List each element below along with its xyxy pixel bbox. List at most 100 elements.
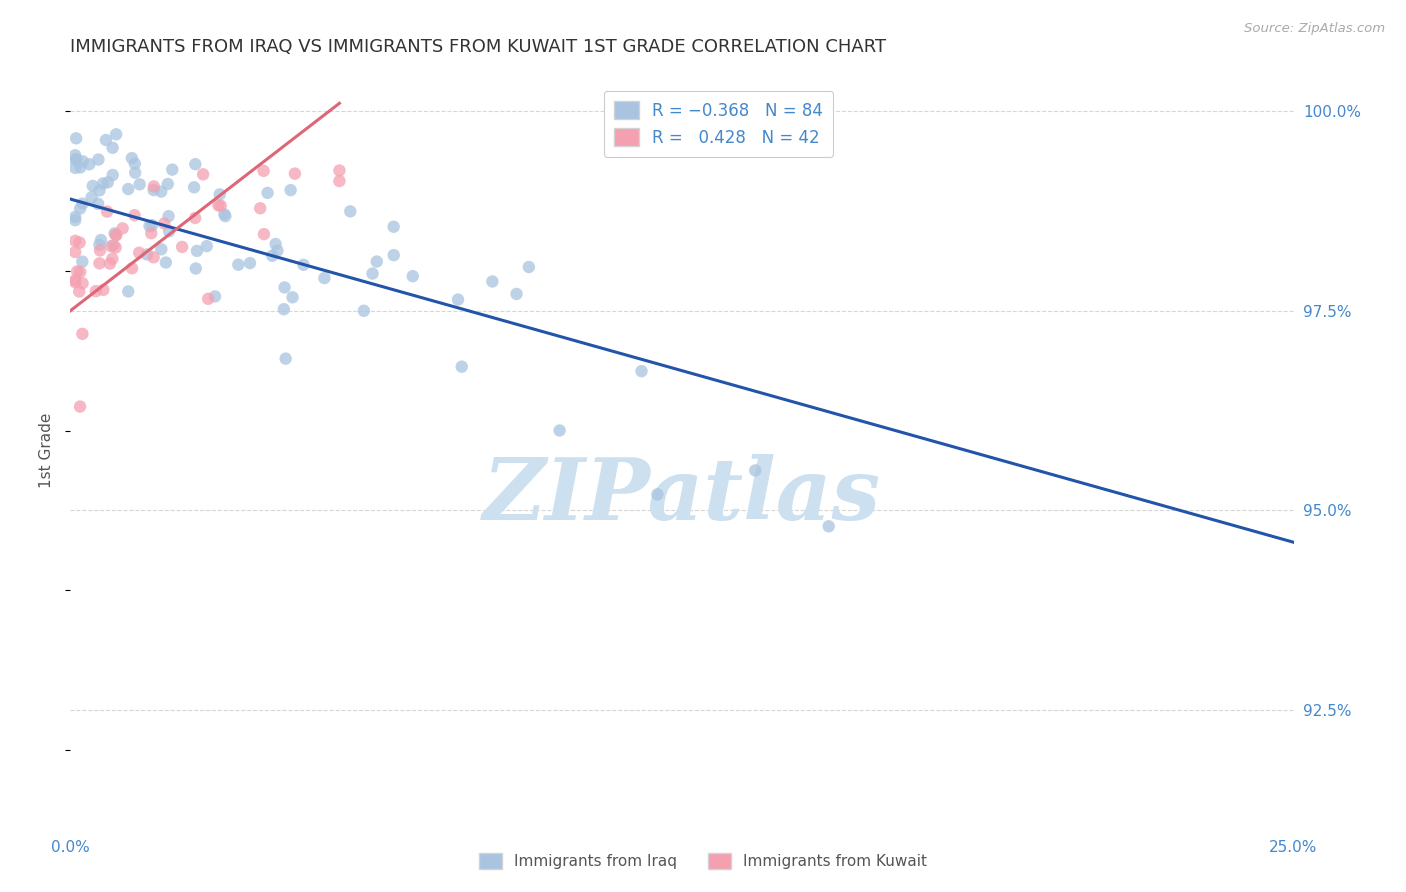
Point bbox=[339, 204, 361, 219]
Point bbox=[142, 250, 165, 264]
Point bbox=[67, 285, 90, 299]
Point bbox=[124, 166, 146, 180]
Legend: Immigrants from Iraq, Immigrants from Kuwait: Immigrants from Iraq, Immigrants from Ku… bbox=[472, 847, 934, 875]
Point bbox=[239, 256, 262, 270]
Point bbox=[72, 326, 94, 341]
Point bbox=[183, 180, 205, 194]
Point bbox=[162, 162, 184, 177]
Point bbox=[647, 487, 669, 501]
Point bbox=[744, 463, 766, 477]
Text: IMMIGRANTS FROM IRAQ VS IMMIGRANTS FROM KUWAIT 1ST GRADE CORRELATION CHART: IMMIGRANTS FROM IRAQ VS IMMIGRANTS FROM … bbox=[70, 38, 886, 56]
Point bbox=[103, 238, 125, 252]
Point bbox=[63, 234, 86, 248]
Point bbox=[65, 153, 87, 167]
Point bbox=[96, 204, 118, 219]
Legend: R = −0.368   N = 84, R =   0.428   N = 42: R = −0.368 N = 84, R = 0.428 N = 42 bbox=[605, 91, 834, 157]
Point bbox=[450, 359, 472, 374]
Point bbox=[111, 221, 134, 235]
Point bbox=[79, 157, 101, 171]
Point bbox=[195, 239, 218, 253]
Point bbox=[505, 287, 527, 301]
Point bbox=[817, 519, 839, 533]
Point bbox=[361, 267, 384, 281]
Point bbox=[207, 198, 229, 212]
Point bbox=[155, 255, 177, 269]
Point bbox=[382, 248, 405, 262]
Point bbox=[366, 254, 388, 268]
Text: Source: ZipAtlas.com: Source: ZipAtlas.com bbox=[1244, 22, 1385, 36]
Point bbox=[63, 210, 86, 224]
Point bbox=[69, 161, 91, 175]
Point bbox=[209, 199, 232, 213]
Point bbox=[172, 240, 194, 254]
Point bbox=[264, 237, 287, 252]
Point bbox=[121, 151, 143, 165]
Point bbox=[80, 190, 103, 204]
Point bbox=[63, 275, 86, 289]
Point bbox=[252, 164, 274, 178]
Point bbox=[104, 227, 127, 242]
Text: ZIPatlas: ZIPatlas bbox=[482, 454, 882, 538]
Point bbox=[186, 244, 208, 258]
Point bbox=[266, 244, 288, 258]
Point bbox=[226, 258, 249, 272]
Point bbox=[89, 256, 111, 270]
Point bbox=[100, 239, 122, 253]
Point bbox=[84, 284, 107, 298]
Point bbox=[141, 226, 163, 240]
Point bbox=[402, 269, 425, 284]
Point bbox=[328, 174, 350, 188]
Point bbox=[281, 290, 304, 304]
Point bbox=[89, 183, 111, 197]
Point bbox=[69, 235, 91, 250]
Point bbox=[184, 211, 207, 225]
Point bbox=[128, 178, 150, 192]
Point bbox=[82, 178, 104, 193]
Point bbox=[630, 364, 652, 378]
Point bbox=[65, 131, 87, 145]
Point bbox=[141, 218, 163, 232]
Point bbox=[101, 252, 124, 266]
Point bbox=[72, 254, 94, 268]
Point bbox=[253, 227, 276, 241]
Y-axis label: 1st Grade: 1st Grade bbox=[39, 413, 55, 488]
Point bbox=[273, 280, 295, 294]
Point bbox=[481, 275, 503, 289]
Point bbox=[69, 265, 91, 279]
Point bbox=[87, 153, 110, 167]
Point bbox=[353, 303, 375, 318]
Point bbox=[89, 244, 111, 258]
Point bbox=[284, 167, 307, 181]
Point bbox=[63, 244, 86, 259]
Point bbox=[157, 209, 180, 223]
Point bbox=[87, 197, 110, 211]
Point bbox=[105, 228, 128, 243]
Point bbox=[292, 258, 315, 272]
Point bbox=[273, 302, 295, 317]
Point bbox=[517, 260, 540, 274]
Point bbox=[105, 128, 128, 142]
Point bbox=[214, 207, 236, 221]
Point bbox=[104, 227, 127, 241]
Point bbox=[63, 273, 86, 287]
Point bbox=[249, 201, 271, 215]
Point bbox=[63, 161, 86, 175]
Point bbox=[142, 183, 165, 197]
Point bbox=[256, 186, 278, 200]
Point bbox=[89, 237, 111, 252]
Point bbox=[262, 249, 284, 263]
Point bbox=[72, 196, 94, 211]
Point bbox=[90, 233, 112, 247]
Point bbox=[184, 261, 207, 276]
Point bbox=[191, 167, 214, 181]
Point bbox=[197, 292, 219, 306]
Point bbox=[447, 293, 470, 307]
Point bbox=[138, 219, 160, 233]
Point bbox=[94, 133, 117, 147]
Point bbox=[548, 424, 571, 438]
Point bbox=[328, 163, 350, 178]
Point bbox=[69, 400, 91, 414]
Point bbox=[142, 179, 165, 194]
Point bbox=[91, 283, 114, 297]
Point bbox=[208, 187, 231, 202]
